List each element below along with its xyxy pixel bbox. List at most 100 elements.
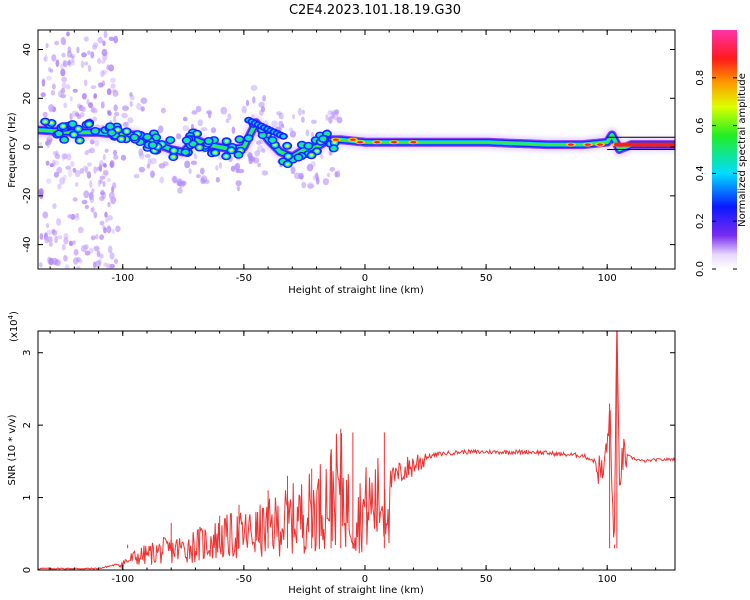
spectrogram-y-tick-label: 0 [22,144,33,150]
noise-blob [89,180,93,189]
noise-blob [106,263,112,269]
noise-blob [90,85,97,90]
noise-blob [106,88,112,96]
noise-blob [225,118,230,124]
noise-blob [188,168,192,175]
noise-blob [102,69,108,75]
noise-blob [45,223,50,229]
noise-blob [297,107,302,116]
noise-blob [87,162,92,167]
noise-blob [75,213,80,218]
noise-blob [83,36,89,42]
noise-blob [52,83,56,90]
noise-blob [42,78,46,83]
snr-series-line [38,331,675,570]
noise-blob [102,181,106,187]
noise-blob [233,164,239,170]
noise-blob [172,176,177,184]
noise-blob [301,116,305,123]
snr-x-tick-label: -50 [236,574,252,585]
snr-y-tick-label: 0 [22,567,33,573]
colorbar: 0.0 0.2 0.4 0.6 0.8 Normalized spectral ampl… [695,30,748,277]
noise-blob [120,154,127,161]
noise-blob [218,154,222,160]
noise-blob [40,92,46,98]
noise-blob [108,36,115,41]
ridge-hotspot [332,138,339,141]
ridge-blob [224,139,229,143]
noise-blob [234,162,241,171]
ridge-blob [224,154,228,158]
ridge-blob [306,144,311,148]
colorbar-label: Normalized spectral amplitude [737,73,748,227]
noise-blob [127,117,134,124]
noise-blob [76,46,80,54]
noise-blob [69,113,73,120]
noise-blob [334,109,340,115]
ridge-hotspot [349,138,356,141]
noise-blob [62,153,68,160]
noise-blob [65,165,71,170]
ridge-hot-strip [614,142,675,147]
noise-blob [81,199,88,205]
noise-blob [278,112,284,120]
colorbar-ticks: 0.0 0.2 0.4 0.6 0.8 [695,70,737,277]
spectrogram-ticks: -100 -50 0 50 100 -40 -20 0 20 40 [22,30,675,284]
ridge-blob [93,129,97,133]
noise-blob [44,54,49,63]
noise-blob [235,168,240,174]
ridge-blob [108,125,112,128]
noise-blob [68,240,74,246]
noise-blob [252,157,260,164]
noise-blob [113,104,118,112]
noise-blob [60,94,66,99]
noise-blob [178,181,186,188]
ridge-blob [331,147,336,150]
noise-blob [210,127,217,134]
noise-blob [62,39,66,46]
noise-blob [147,158,152,166]
noise-blob [262,95,266,102]
noise-blob [113,154,119,160]
noise-blob [203,179,210,184]
noise-blob [122,105,129,111]
noise-blob [207,112,212,119]
noise-blob [104,148,109,153]
ridge-blob [124,130,129,133]
ridge-blob [315,149,319,153]
noise-blob [61,81,67,89]
noise-blob [41,79,46,87]
noise-blob [76,257,81,262]
noise-blob [66,50,73,58]
noise-blob [84,150,89,156]
noise-blob [190,160,198,166]
ridge-blob [280,134,286,139]
noise-blob [52,257,58,266]
noise-blob [271,120,278,128]
noise-blob [103,163,107,168]
colorbar-tick-label: 0.4 [695,165,706,181]
noise-blob [57,183,62,190]
noise-blob [63,255,68,262]
noise-blob [90,235,96,241]
noise-blob [315,176,320,185]
noise-blob [61,76,68,82]
noise-blob [61,153,65,161]
colorbar-gradient [712,30,737,269]
noise-blob [75,266,81,269]
noise-blob [100,191,105,196]
noise-blob [48,104,54,112]
noise-blob [78,259,83,264]
ridge-blob [62,138,66,142]
ridge-hotspot [391,141,397,144]
noise-blob [110,77,116,83]
ridge-blob [236,153,241,157]
noise-blob [72,197,78,202]
noise-blob [220,106,228,115]
ridge-blob [197,146,202,149]
noise-blob [107,245,113,254]
noise-blob [103,30,108,39]
ridge-blob [285,144,290,148]
noise-blob [306,182,314,190]
ridge-blob [237,137,242,141]
